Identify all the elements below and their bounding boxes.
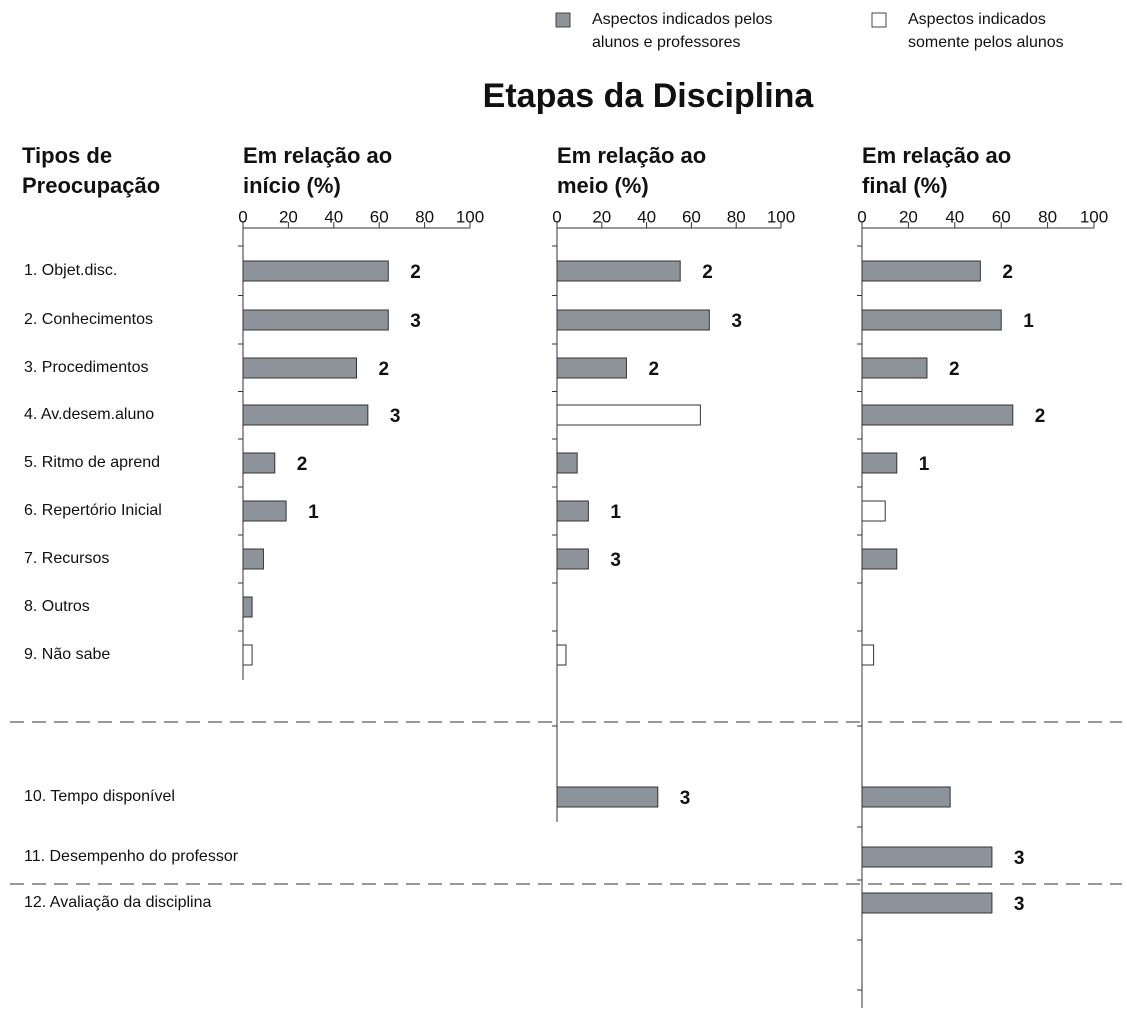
category-label: 12. Avaliação da disciplina (24, 894, 211, 911)
bar (861, 452, 898, 474)
category-label: 8. Outros (24, 598, 90, 615)
count-label: 2 (648, 359, 659, 380)
bar (861, 786, 951, 808)
category-label: 1. Objet.disc. (24, 262, 117, 279)
x-tick-label: 40 (324, 207, 343, 226)
x-tick-label: 80 (1038, 207, 1057, 226)
bar (556, 452, 578, 474)
row-header: Preocupação (22, 173, 160, 198)
count-label: 2 (1035, 406, 1046, 427)
category-label: 10. Tempo disponível (24, 788, 175, 805)
panel-title: Em relação ao (557, 143, 706, 168)
x-tick-label: 40 (945, 207, 964, 226)
bar (556, 357, 627, 379)
count-label: 3 (610, 550, 621, 571)
bar (242, 357, 357, 379)
panel-title: Em relação ao (862, 143, 1011, 168)
legend-label: Aspectos indicados pelos (592, 11, 773, 28)
category-label: 11. Desempenho do professor (24, 848, 239, 865)
category-label: 2. Conhecimentos (24, 311, 153, 328)
x-tick-label: 0 (552, 207, 561, 226)
x-tick-label: 0 (238, 207, 247, 226)
bar (242, 452, 276, 474)
bar (861, 260, 981, 282)
x-tick-label: 60 (370, 207, 389, 226)
bar (242, 260, 389, 282)
count-label: 1 (308, 502, 319, 523)
bar (556, 404, 701, 426)
x-tick-label: 100 (1080, 207, 1108, 226)
bar (556, 548, 589, 570)
category-label: 3. Procedimentos (24, 359, 149, 376)
count-label: 1 (1023, 311, 1034, 332)
count-label: 2 (379, 359, 390, 380)
x-tick-label: 40 (637, 207, 656, 226)
category-label: 6. Repertório Inicial (24, 502, 162, 519)
legend-label: alunos e professores (592, 34, 741, 51)
legend-label: Aspectos indicados (908, 11, 1046, 28)
bar (556, 309, 710, 331)
x-tick-label: 60 (992, 207, 1011, 226)
x-tick-label: 100 (767, 207, 795, 226)
count-label: 3 (410, 311, 421, 332)
panel-title: Em relação ao (243, 143, 392, 168)
x-tick-label: 20 (592, 207, 611, 226)
bar (861, 500, 886, 522)
count-label: 3 (731, 311, 742, 332)
count-label: 2 (410, 262, 421, 283)
bar (861, 548, 898, 570)
category-label: 7. Recursos (24, 550, 109, 567)
bar (242, 548, 264, 570)
bar (556, 786, 659, 808)
chart-title: Etapas da Disciplina (483, 77, 815, 115)
category-label: 9. Não sabe (24, 646, 110, 663)
bar (242, 644, 253, 666)
bar (861, 309, 1002, 331)
count-label: 3 (680, 788, 691, 809)
bar (861, 644, 875, 666)
count-label: 2 (702, 262, 713, 283)
x-tick-label: 60 (682, 207, 701, 226)
panel-title: final (%) (862, 173, 948, 198)
legend-label: somente pelos alunos (908, 34, 1064, 51)
category-label: 5. Ritmo de aprend (24, 454, 160, 471)
count-label: 2 (1002, 262, 1013, 283)
bar (556, 500, 589, 522)
panel-title: início (%) (243, 173, 341, 198)
count-label: 1 (610, 502, 621, 523)
bar (861, 846, 993, 868)
x-tick-label: 100 (456, 207, 484, 226)
bar (242, 500, 287, 522)
bar (242, 309, 389, 331)
x-tick-label: 20 (899, 207, 918, 226)
x-tick-label: 80 (727, 207, 746, 226)
bar (861, 404, 1014, 426)
count-label: 3 (1014, 894, 1025, 915)
legend-swatch (555, 12, 571, 28)
count-label: 3 (1014, 848, 1025, 869)
bar (242, 596, 253, 618)
count-label: 1 (919, 454, 930, 475)
category-label: 4. Av.desem.aluno (24, 406, 154, 423)
bar (861, 892, 993, 914)
bar (242, 404, 369, 426)
row-header: Tipos de (22, 143, 112, 168)
bar (556, 644, 567, 666)
legend-swatch (871, 12, 887, 28)
panel-title: meio (%) (557, 173, 649, 198)
x-tick-label: 20 (279, 207, 298, 226)
count-label: 3 (390, 406, 401, 427)
bar (861, 357, 928, 379)
x-tick-label: 80 (415, 207, 434, 226)
bar (556, 260, 681, 282)
count-label: 2 (297, 454, 308, 475)
x-tick-label: 0 (857, 207, 866, 226)
count-label: 2 (949, 359, 960, 380)
